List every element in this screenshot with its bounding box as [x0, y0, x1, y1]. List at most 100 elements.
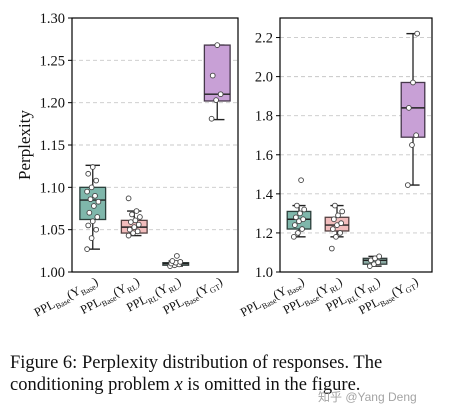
- data-point: [339, 208, 346, 215]
- data-point: [135, 221, 142, 228]
- data-point: [137, 214, 143, 220]
- data-point: [126, 226, 133, 233]
- data-point: [174, 253, 180, 259]
- data-point: [335, 212, 341, 219]
- x-tick-label: PPLRL(YRL): [323, 274, 383, 316]
- data-point: [85, 222, 92, 229]
- y-tick-label: 1.05: [40, 223, 65, 239]
- plot-frame: [71, 17, 239, 273]
- y-tick-label: 1.8: [255, 109, 273, 125]
- data-point: [376, 253, 382, 260]
- caption-line-2b: is omitted in the figure.: [182, 375, 361, 395]
- y-axis-label: Perplexity: [15, 110, 34, 180]
- data-point: [214, 42, 221, 48]
- y-tick-label: 1.30: [40, 11, 65, 27]
- data-point: [89, 164, 96, 170]
- data-point: [332, 202, 338, 209]
- plot-frame: [279, 17, 433, 273]
- data-point: [131, 224, 138, 230]
- left-chart: 1.00 1.05 1.10 1.15 1.20 1.25 1.30 Perplexity PP…: [15, 11, 239, 320]
- data-point: [89, 218, 96, 225]
- box-group: [324, 202, 350, 252]
- data-point: [129, 211, 135, 218]
- figure-caption: Figure 6: Perplexity distribution of res…: [10, 352, 465, 396]
- data-point: [95, 198, 102, 205]
- data-point: [94, 214, 101, 220]
- y-tick-label: 2.2: [255, 31, 273, 47]
- data-point: [208, 115, 215, 122]
- x-tick-label: PPLRL(YRL): [124, 274, 184, 316]
- x-tick-label: PPLBase(YGT): [161, 274, 226, 319]
- data-point: [297, 210, 303, 217]
- box-group: [286, 177, 312, 240]
- data-point: [301, 206, 308, 213]
- data-point: [88, 235, 95, 241]
- y-tick-label: 1.15: [40, 138, 65, 154]
- data-point: [125, 232, 132, 239]
- data-point: [338, 220, 344, 227]
- box-group: [362, 253, 388, 269]
- data-point: [125, 195, 132, 202]
- y-tick-label: 1.6: [255, 148, 273, 164]
- data-point: [413, 132, 419, 139]
- box: [203, 44, 231, 102]
- figure-charts: 1.00 1.05 1.10 1.15 1.20 1.25 1.30 Perplexity PP…: [15, 11, 433, 320]
- y-tick-label: 1.2: [255, 226, 273, 242]
- data-point: [84, 188, 90, 195]
- y-tick-label: 1.10: [40, 180, 65, 196]
- data-point: [134, 228, 141, 235]
- y-tick-label: 2.0: [255, 70, 273, 86]
- data-point: [92, 192, 98, 199]
- data-point: [295, 230, 301, 236]
- data-point: [87, 196, 94, 203]
- data-point: [300, 216, 306, 223]
- data-point: [294, 202, 300, 209]
- y-tick-label: 1.00: [40, 265, 65, 281]
- box-group: [120, 195, 148, 239]
- data-point: [213, 97, 219, 103]
- data-point: [330, 226, 336, 232]
- box-group: [162, 253, 190, 269]
- data-point: [85, 170, 92, 177]
- data-point: [86, 209, 93, 216]
- data-point: [331, 216, 337, 223]
- box-group: [79, 164, 107, 252]
- box-group: [203, 42, 231, 122]
- x-tick-label: PPLBase(YGT): [356, 274, 421, 319]
- data-point: [217, 91, 224, 98]
- box-group: [400, 30, 426, 188]
- y-tick-label: 1.20: [40, 96, 65, 112]
- y-tick-label: 1.25: [40, 53, 65, 69]
- data-point: [409, 142, 415, 148]
- data-point: [337, 230, 343, 236]
- caption-line-1: Figure 6: Perplexity distribution of res…: [10, 353, 383, 373]
- data-point: [299, 226, 305, 232]
- data-point: [93, 177, 99, 184]
- data-point: [298, 177, 304, 184]
- data-point: [177, 258, 184, 265]
- caption-variable: x: [174, 375, 183, 395]
- data-point: [290, 233, 297, 240]
- data-point: [292, 222, 298, 228]
- data-point: [328, 245, 335, 252]
- data-point: [91, 203, 97, 209]
- data-point: [404, 182, 411, 188]
- data-point: [406, 105, 412, 111]
- box: [400, 81, 426, 138]
- data-point: [414, 30, 420, 37]
- data-point: [293, 214, 299, 221]
- data-point: [375, 259, 381, 266]
- data-point: [410, 79, 416, 86]
- caption-line-2a: conditioning problem: [10, 375, 175, 395]
- data-point: [132, 217, 139, 224]
- data-point: [169, 258, 176, 264]
- data-point: [88, 184, 95, 191]
- right-chart: 1.01.21.41.61.82.02.2PPLBase(YBase)PPLBa…: [238, 17, 433, 320]
- y-tick-label: 1.4: [255, 187, 274, 203]
- watermark: 知乎 @Yang Deng: [318, 390, 417, 404]
- data-point: [133, 208, 140, 214]
- data-point: [93, 226, 99, 233]
- y-tick-label: 1.0: [255, 265, 273, 281]
- data-point: [333, 233, 339, 240]
- data-point: [209, 72, 216, 79]
